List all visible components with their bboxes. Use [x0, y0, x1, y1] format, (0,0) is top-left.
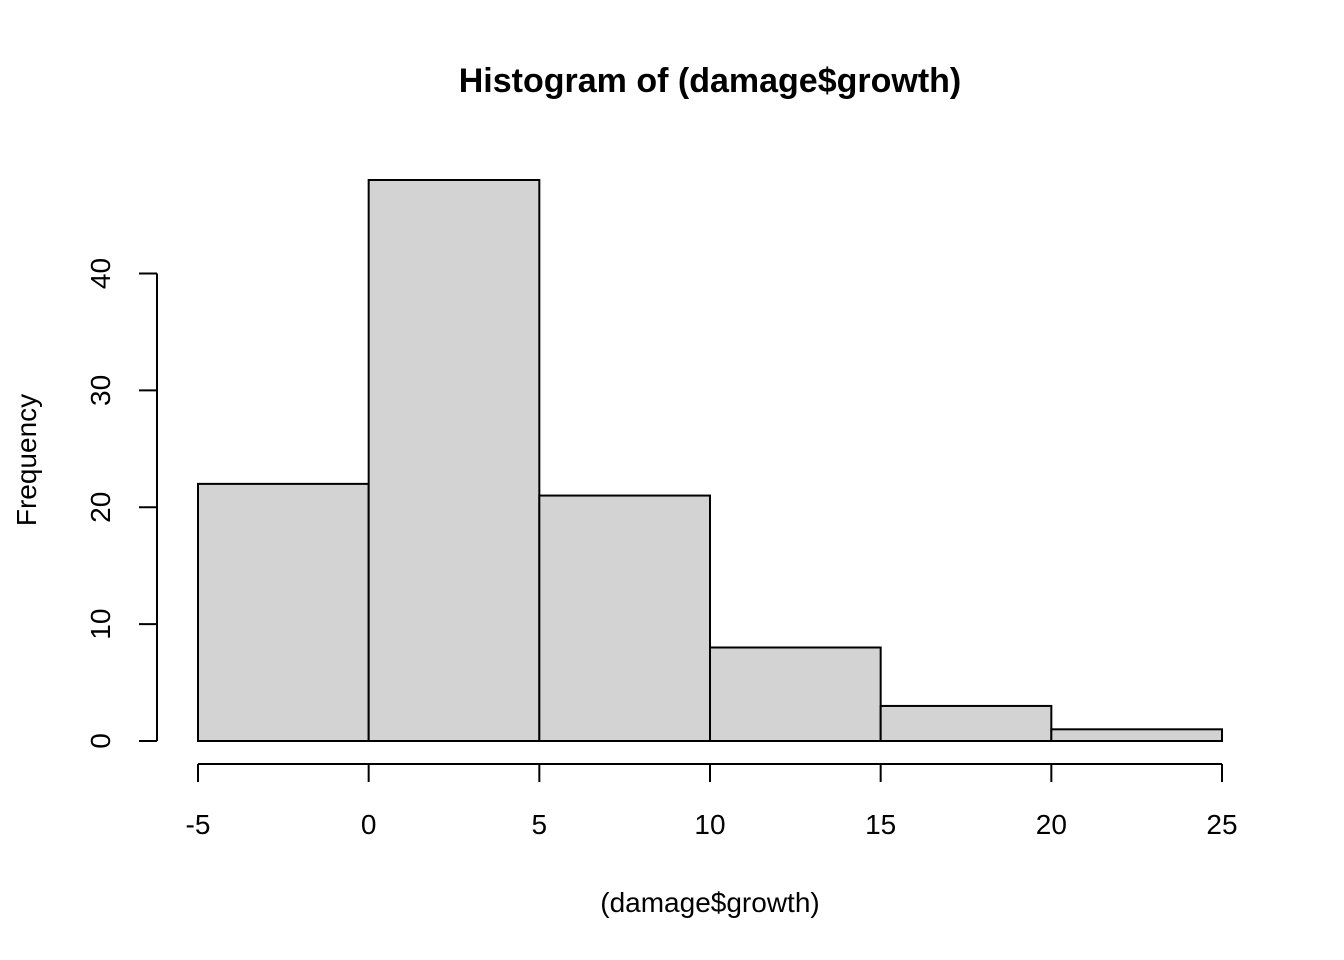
histogram-bar-3	[709, 646, 882, 742]
y-axis-label: Frequency	[11, 394, 42, 526]
bars-group	[197, 179, 1224, 742]
histogram-bar-2	[538, 494, 711, 742]
x-tick-label-5: 20	[1036, 809, 1067, 840]
y-tick-label-1: 10	[85, 609, 116, 640]
x-tick-label-4: 15	[865, 809, 896, 840]
x-tick-label-0: -5	[186, 809, 211, 840]
x-tick-label-1: 0	[361, 809, 377, 840]
y-tick-label-3: 30	[85, 375, 116, 406]
histogram-bar-5	[1050, 728, 1224, 742]
y-axis: 0 10 20 30 40	[85, 258, 158, 749]
histogram-bar-0	[197, 482, 370, 742]
x-tick-label-3: 10	[694, 809, 725, 840]
y-tick-label-0: 0	[85, 733, 116, 749]
chart-title: Histogram of (damage$growth)	[459, 62, 961, 100]
y-tick-label-2: 20	[85, 492, 116, 523]
histogram-bar-1	[367, 179, 541, 742]
x-tick-label-2: 5	[532, 809, 548, 840]
y-tick-label-4: 40	[85, 258, 116, 289]
x-axis-label: (damage$growth)	[600, 887, 819, 918]
histogram-bar-4	[879, 704, 1053, 742]
x-axis: -5 0 5 10 15 20 25	[186, 763, 1238, 840]
x-tick-label-6: 25	[1206, 809, 1237, 840]
